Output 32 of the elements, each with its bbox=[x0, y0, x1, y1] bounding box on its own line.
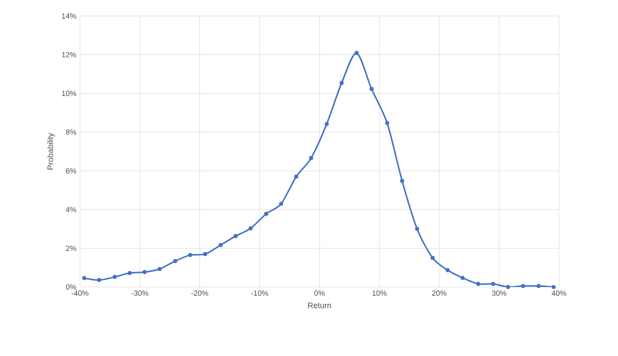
point bbox=[324, 122, 329, 126]
point bbox=[491, 282, 496, 286]
point bbox=[521, 284, 526, 288]
point bbox=[112, 274, 117, 279]
point bbox=[460, 276, 465, 280]
point bbox=[218, 242, 223, 248]
point bbox=[340, 80, 344, 86]
point bbox=[309, 156, 314, 160]
point bbox=[203, 252, 208, 256]
point bbox=[370, 86, 374, 92]
point bbox=[294, 174, 298, 179]
point bbox=[264, 212, 268, 216]
point bbox=[158, 266, 162, 272]
point bbox=[552, 284, 556, 290]
point bbox=[385, 120, 390, 126]
point bbox=[279, 202, 284, 206]
point bbox=[354, 50, 359, 56]
point bbox=[142, 270, 147, 274]
point bbox=[400, 178, 404, 183]
point bbox=[415, 226, 420, 231]
point bbox=[248, 226, 253, 230]
point bbox=[476, 282, 480, 286]
point bbox=[82, 276, 86, 280]
point bbox=[430, 256, 435, 260]
point bbox=[188, 253, 192, 258]
point bbox=[506, 284, 510, 290]
point bbox=[97, 278, 102, 282]
point bbox=[173, 259, 178, 264]
point bbox=[128, 271, 132, 276]
point bbox=[536, 284, 541, 288]
point bbox=[446, 268, 450, 272]
point bbox=[234, 234, 238, 238]
